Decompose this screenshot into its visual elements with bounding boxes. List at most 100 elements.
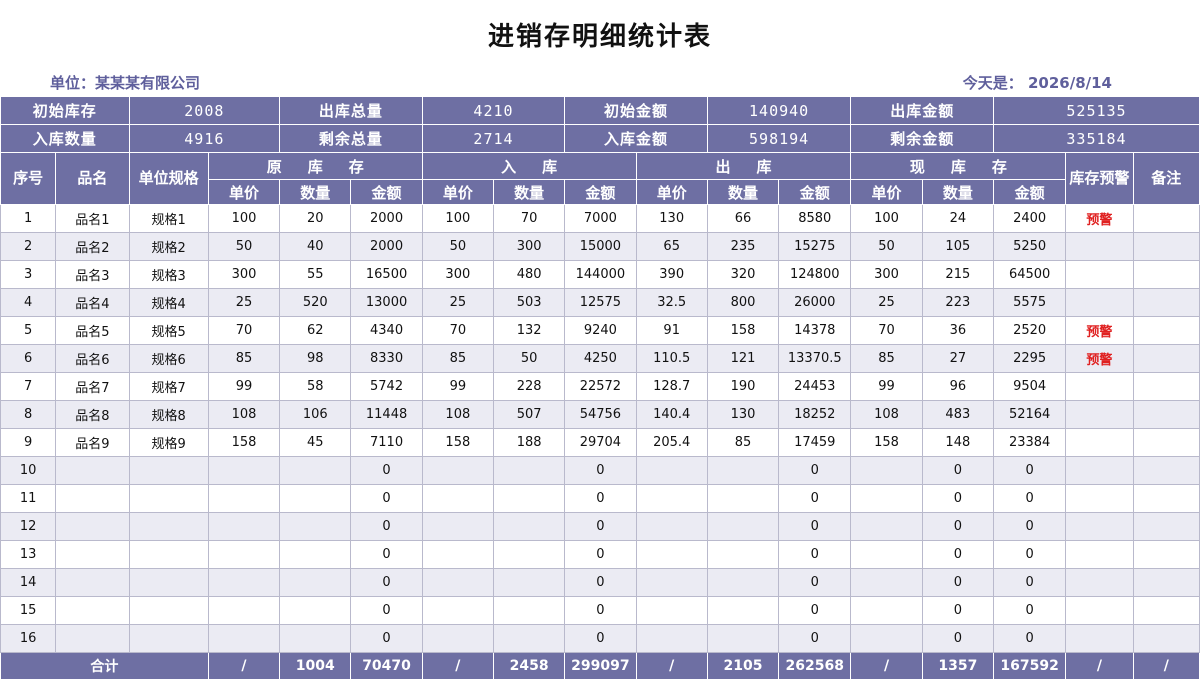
table-cell: 4340 xyxy=(350,316,423,345)
table-cell: 11 xyxy=(0,484,57,513)
table-cell xyxy=(207,624,281,653)
date-label: 今天是： 2026/8/14 xyxy=(962,74,1112,92)
table-cell xyxy=(1132,372,1200,401)
table-cell: 66 xyxy=(706,204,780,233)
table-cell: 7000 xyxy=(564,204,637,233)
table-cell: 品名9 xyxy=(55,428,130,457)
table-row: 12 0 0 0 0 0 xyxy=(0,512,1200,541)
table-cell xyxy=(1132,428,1200,457)
table-cell: 规格8 xyxy=(128,400,209,429)
table-cell: 13 xyxy=(0,540,57,569)
table-cell xyxy=(207,512,281,541)
table-cell xyxy=(1132,624,1200,653)
table-cell: 503 xyxy=(492,288,566,317)
sub-header-amount: 金额 xyxy=(350,179,423,205)
table-cell: 12575 xyxy=(564,288,637,317)
table-cell: 8580 xyxy=(778,204,852,233)
table-cell: 390 xyxy=(635,260,708,289)
table-cell xyxy=(421,596,494,625)
sub-header-qty: 数量 xyxy=(921,179,994,205)
total-cell: / xyxy=(1065,652,1134,680)
table-cell: 规格3 xyxy=(128,260,209,289)
table-cell xyxy=(128,484,209,513)
table-cell xyxy=(635,624,708,653)
table-cell: 14378 xyxy=(778,316,852,345)
table-cell: 0 xyxy=(921,540,994,569)
table-cell: 品名6 xyxy=(55,344,130,373)
table-cell xyxy=(850,512,923,541)
table-cell: 158 xyxy=(850,428,923,457)
table-cell: 0 xyxy=(992,456,1067,485)
table-cell: 320 xyxy=(706,260,780,289)
table-cell xyxy=(492,568,566,597)
table-cell: 483 xyxy=(921,400,994,429)
table-cell: 25 xyxy=(207,288,281,317)
table-cell xyxy=(706,456,780,485)
table-cell xyxy=(55,456,130,485)
table-cell: 507 xyxy=(492,400,566,429)
total-cell: 2105 xyxy=(706,652,780,680)
table-cell: 0 xyxy=(778,624,852,653)
table-cell: 235 xyxy=(706,232,780,261)
table-cell: 18252 xyxy=(778,400,852,429)
table-cell xyxy=(207,568,281,597)
column-header-row: 序号 品名 单位规格 原库存 入库 出库 现库存 库存预警 备注 xyxy=(0,152,1200,205)
alert-cell xyxy=(1065,260,1134,289)
summary-value: 335184 xyxy=(992,124,1200,153)
table-cell xyxy=(492,484,566,513)
table-cell xyxy=(55,540,130,569)
table-cell xyxy=(635,596,708,625)
table-cell xyxy=(207,540,281,569)
table-cell: 36 xyxy=(921,316,994,345)
table-cell: 0 xyxy=(992,540,1067,569)
table-cell xyxy=(850,568,923,597)
table-cell: 300 xyxy=(421,260,494,289)
table-cell: 132 xyxy=(492,316,566,345)
table-cell: 480 xyxy=(492,260,566,289)
table-cell: 22572 xyxy=(564,372,637,401)
table-cell: 70 xyxy=(492,204,566,233)
table-cell: 800 xyxy=(706,288,780,317)
table-cell: 100 xyxy=(207,204,281,233)
table-cell: 16 xyxy=(0,624,57,653)
table-cell xyxy=(207,456,281,485)
table-cell: 0 xyxy=(992,596,1067,625)
table-cell: 0 xyxy=(921,484,994,513)
table-cell: 24453 xyxy=(778,372,852,401)
table-cell: 0 xyxy=(350,596,423,625)
sub-header-price: 单价 xyxy=(421,179,494,205)
table-cell xyxy=(279,540,352,569)
table-cell xyxy=(1132,512,1200,541)
total-cell: 1004 xyxy=(279,652,352,680)
table-cell: 11448 xyxy=(350,400,423,429)
table-row: 14 0 0 0 0 0 xyxy=(0,568,1200,597)
table-cell: 85 xyxy=(706,428,780,457)
table-cell xyxy=(850,596,923,625)
table-cell xyxy=(279,512,352,541)
table-cell: 32.5 xyxy=(635,288,708,317)
table-row: 8 品名8 规格8 108 106 11448 108 507 54756 140.4 130 182… xyxy=(0,400,1200,429)
table-cell xyxy=(635,456,708,485)
table-cell: 16500 xyxy=(350,260,423,289)
table-cell xyxy=(1132,540,1200,569)
table-cell xyxy=(421,484,494,513)
table-cell xyxy=(1132,204,1200,233)
table-cell xyxy=(1132,484,1200,513)
table-cell xyxy=(850,540,923,569)
page-title: 进销存明细统计表 xyxy=(487,22,712,52)
table-cell: 99 xyxy=(207,372,281,401)
table-cell: 52164 xyxy=(992,400,1067,429)
table-cell xyxy=(492,540,566,569)
table-cell: 0 xyxy=(564,540,637,569)
summary-label: 出库金额 xyxy=(850,96,994,125)
table-cell: 0 xyxy=(921,624,994,653)
table-cell: 25 xyxy=(421,288,494,317)
total-cell: 299097 xyxy=(564,652,637,680)
table-cell: 0 xyxy=(350,568,423,597)
table-cell xyxy=(706,568,780,597)
summary-label: 初始金额 xyxy=(564,96,708,125)
table-cell: 0 xyxy=(992,484,1067,513)
table-cell: 4 xyxy=(0,288,57,317)
table-cell: 25 xyxy=(850,288,923,317)
sub-header-row: 单价 数量 金额 单价 数量 金额 单价 数量 金额 单价 数量 金额 xyxy=(1,179,1200,205)
